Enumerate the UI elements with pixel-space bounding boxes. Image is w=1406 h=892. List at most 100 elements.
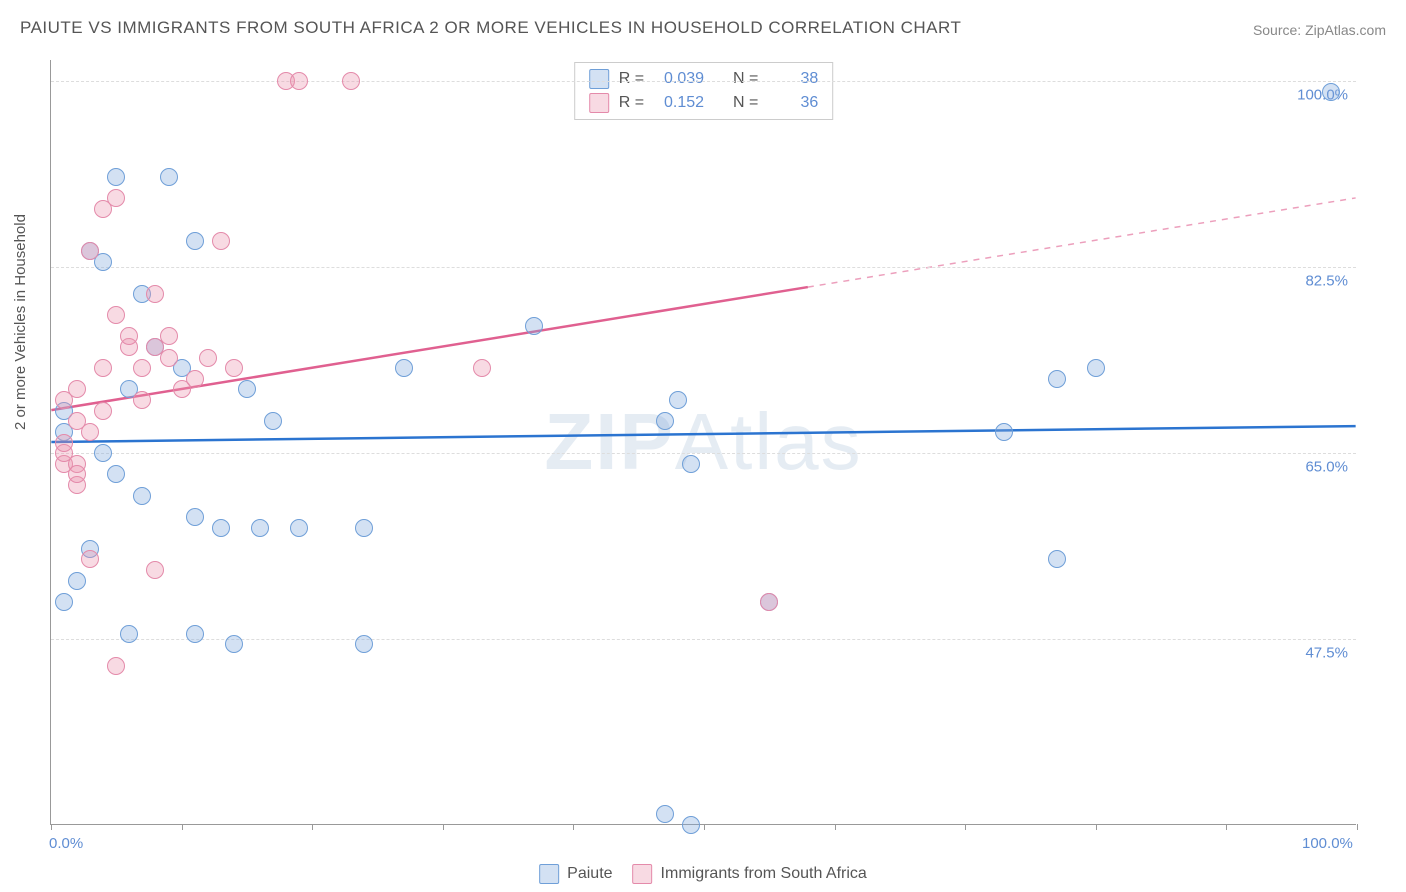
scatter-point [94,359,112,377]
scatter-point [186,508,204,526]
x-tick [312,824,313,830]
scatter-point [342,72,360,90]
x-tick [51,824,52,830]
n-label: N = [733,94,758,112]
scatter-point [1048,550,1066,568]
scatter-point [1087,359,1105,377]
scatter-point [669,391,687,409]
plot-area: ZIPAtlas R = 0.039 N = 38 R = 0.152 N = 36 47… [50,60,1356,825]
watermark-zip: ZIP [544,397,674,486]
scatter-point [120,327,138,345]
scatter-point [107,657,125,675]
scatter-point [94,444,112,462]
scatter-point [107,306,125,324]
scatter-point [68,380,86,398]
n-value: 38 [768,70,818,88]
scatter-point [225,635,243,653]
legend-swatch [633,864,653,884]
scatter-point [94,402,112,420]
y-tick-label: 65.0% [1305,459,1348,476]
scatter-point [107,189,125,207]
scatter-point [525,317,543,335]
scatter-point [186,232,204,250]
scatter-point [682,455,700,473]
trend-lines [51,60,1356,824]
scatter-point [107,465,125,483]
x-tick [965,824,966,830]
scatter-point [160,168,178,186]
scatter-point [1322,83,1340,101]
scatter-point [264,412,282,430]
stat-legend-row: R = 0.152 N = 36 [589,91,819,115]
scatter-point [107,168,125,186]
x-tick [835,824,836,830]
scatter-point [68,572,86,590]
x-tick [182,824,183,830]
x-tick [443,824,444,830]
scatter-point [238,380,256,398]
r-value: 0.039 [654,70,704,88]
stat-legend: R = 0.039 N = 38 R = 0.152 N = 36 [574,62,834,120]
trend-line [51,426,1355,442]
scatter-point [186,625,204,643]
gridline [51,267,1356,268]
x-tick [1226,824,1227,830]
scatter-point [199,349,217,367]
x-tick [1357,824,1358,830]
chart-title: PAIUTE VS IMMIGRANTS FROM SOUTH AFRICA 2… [20,18,961,38]
scatter-point [656,412,674,430]
scatter-point [133,359,151,377]
scatter-point [1048,370,1066,388]
legend-item: Paiute [539,864,612,884]
scatter-point [212,232,230,250]
scatter-point [81,242,99,260]
scatter-point [760,593,778,611]
x-tick-label: 0.0% [49,835,83,852]
scatter-point [355,519,373,537]
legend-swatch [589,93,609,113]
scatter-point [120,625,138,643]
bottom-legend: Paiute Immigrants from South Africa [539,864,867,884]
scatter-point [160,327,178,345]
gridline [51,453,1356,454]
r-label: R = [619,70,644,88]
source-label: Source: ZipAtlas.com [1253,22,1386,38]
scatter-point [290,519,308,537]
scatter-point [68,465,86,483]
legend-item: Immigrants from South Africa [633,864,867,884]
gridline [51,639,1356,640]
scatter-point [212,519,230,537]
x-tick-label: 100.0% [1302,835,1353,852]
gridline [51,81,1356,82]
scatter-point [656,805,674,823]
scatter-point [995,423,1013,441]
scatter-point [290,72,308,90]
scatter-point [146,561,164,579]
r-label: R = [619,94,644,112]
scatter-point [133,487,151,505]
y-axis-label: 2 or more Vehicles in Household [12,214,29,430]
watermark-atlas: Atlas [675,397,863,486]
r-value: 0.152 [654,94,704,112]
trend-line-extrapolated [808,198,1356,287]
x-tick [1096,824,1097,830]
x-tick [573,824,574,830]
watermark: ZIPAtlas [544,396,862,488]
scatter-point [81,550,99,568]
n-value: 36 [768,94,818,112]
legend-label: Immigrants from South Africa [661,865,867,883]
n-label: N = [733,70,758,88]
scatter-point [395,359,413,377]
scatter-point [55,593,73,611]
scatter-point [355,635,373,653]
stat-legend-row: R = 0.039 N = 38 [589,67,819,91]
scatter-point [55,434,73,452]
scatter-point [251,519,269,537]
scatter-point [473,359,491,377]
legend-label: Paiute [567,865,612,883]
y-tick-label: 82.5% [1305,273,1348,290]
y-tick-label: 47.5% [1305,645,1348,662]
scatter-point [133,391,151,409]
scatter-point [225,359,243,377]
legend-swatch [589,69,609,89]
